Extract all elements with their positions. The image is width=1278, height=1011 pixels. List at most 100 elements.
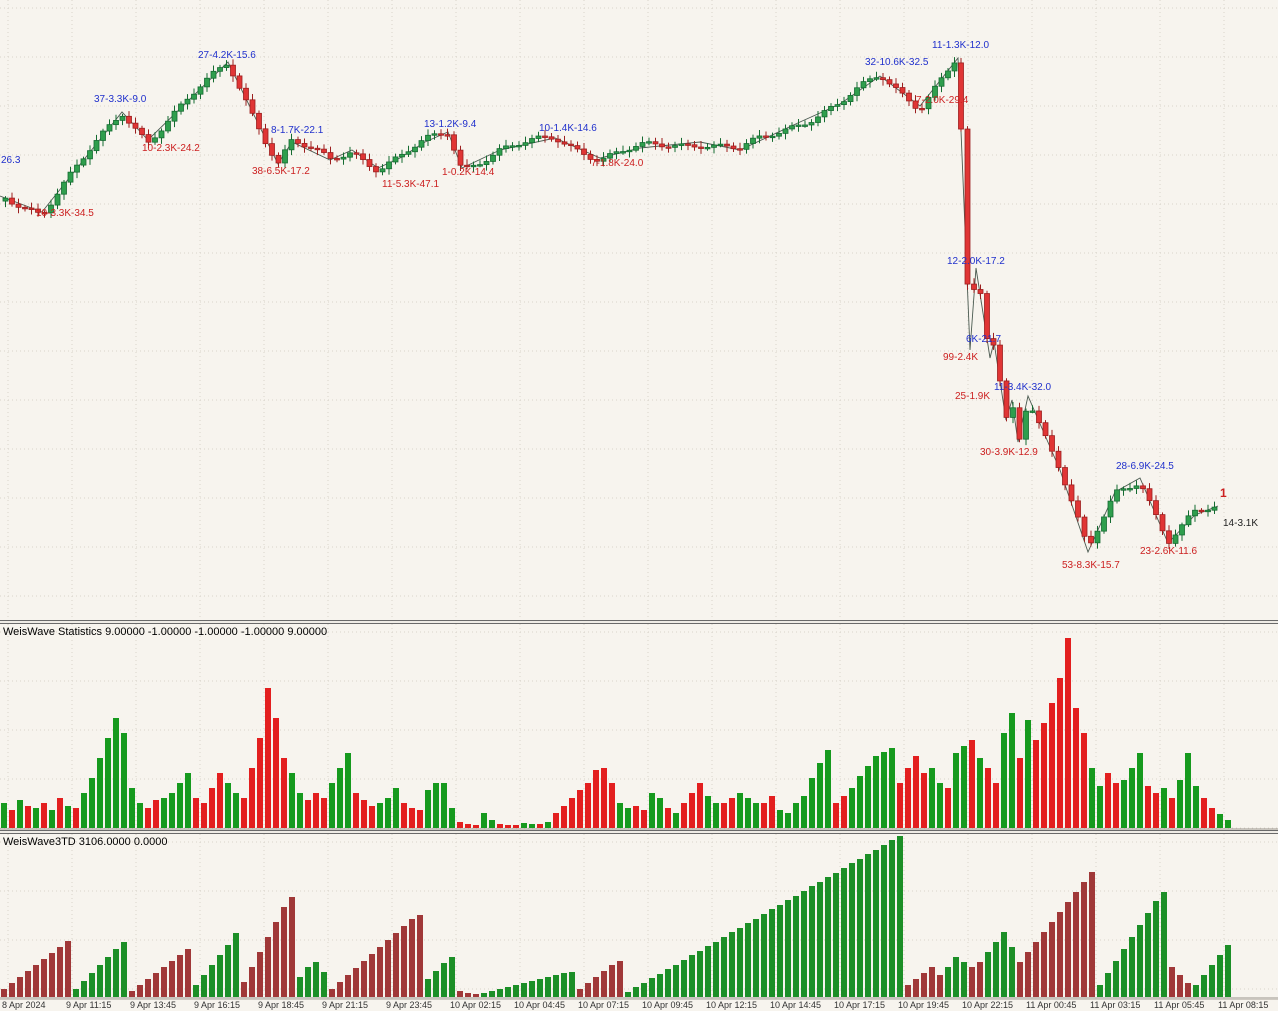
weiswave-statistics-panel[interactable]: WeisWave Statistics 9.00000 -1.00000 -1.… xyxy=(0,624,1278,830)
wave-bar xyxy=(841,868,847,997)
candle-body xyxy=(938,77,945,87)
candle-body xyxy=(912,100,919,109)
wave-bar xyxy=(25,971,31,997)
wave-bar xyxy=(321,972,327,997)
candle-body xyxy=(165,120,171,132)
time-axis-label: 11 Apr 03:15 xyxy=(1090,1000,1141,1010)
wave-bar xyxy=(665,969,671,997)
wave-label: 32-10.6K-32.5 xyxy=(865,57,929,68)
wave-bar xyxy=(433,971,439,997)
wave-bar xyxy=(537,824,543,828)
candle-body xyxy=(789,125,795,130)
wave-bar xyxy=(609,783,615,828)
wave-label: 53-8.3K-15.7 xyxy=(1062,560,1120,571)
wave-bar xyxy=(913,979,919,997)
wave-bar xyxy=(761,803,767,828)
candle-body xyxy=(776,133,782,137)
candle-body xyxy=(210,70,217,79)
panel-separator[interactable] xyxy=(0,830,1278,834)
candle-body xyxy=(392,156,399,163)
candle-body xyxy=(1159,514,1166,532)
candle-body xyxy=(529,138,535,144)
candle-body xyxy=(1023,410,1029,440)
wave-bar xyxy=(305,800,311,828)
wave-bar xyxy=(785,900,791,997)
wave-bar xyxy=(89,973,95,997)
candle-body xyxy=(48,204,54,214)
candle-body xyxy=(750,137,756,144)
candle-body xyxy=(821,110,828,118)
candle-body xyxy=(795,124,802,127)
wave-bar xyxy=(457,991,463,997)
wave-bar xyxy=(1041,723,1047,828)
candle-body xyxy=(360,153,366,160)
wave-label: 1 xyxy=(1220,486,1227,500)
wave-bar xyxy=(617,803,623,828)
candle-body xyxy=(1114,489,1120,502)
candle-body xyxy=(932,85,938,98)
time-axis-label: 9 Apr 11:15 xyxy=(66,1000,112,1010)
wave-bar xyxy=(1025,720,1031,828)
candle-body xyxy=(581,148,587,155)
wave-bar xyxy=(641,810,647,828)
wave-bar xyxy=(217,773,223,828)
candle-body xyxy=(964,128,971,285)
wave-bar xyxy=(681,960,687,997)
wave-bar xyxy=(257,738,263,828)
wave-bar xyxy=(1001,932,1007,997)
wave-bar xyxy=(1209,965,1215,997)
candle-body xyxy=(1042,422,1049,437)
wave-bar xyxy=(1145,913,1151,997)
candle-body xyxy=(178,103,184,112)
candle-body xyxy=(1166,530,1172,544)
wave-bar xyxy=(233,793,239,828)
weiswave-statistics-histogram[interactable] xyxy=(0,624,1278,830)
time-axis-label: 10 Apr 07:15 xyxy=(578,1000,630,1010)
wave-bar xyxy=(281,758,287,828)
wave-bar xyxy=(793,803,799,828)
wave-bar xyxy=(105,738,111,828)
price-chart-panel[interactable]: 26.3 10-3.3K-34.5 37-3.3K-9.0 10-2.3K-24.2 2… xyxy=(0,0,1278,620)
time-axis-label: 8 Apr 2024 xyxy=(2,1000,46,1010)
time-axis-label: 9 Apr 18:45 xyxy=(258,1000,305,1010)
wave-bar xyxy=(945,967,951,997)
wave-bar xyxy=(553,975,559,997)
candle-body xyxy=(366,159,373,167)
wave-bar xyxy=(705,796,711,828)
time-axis-label: 10 Apr 17:15 xyxy=(834,1000,886,1010)
candle-body xyxy=(808,122,815,126)
weiswave3td-histogram[interactable] xyxy=(0,834,1278,999)
candle-body xyxy=(1055,450,1062,468)
wave-bar xyxy=(497,824,503,828)
wave-label: 6K-21.7 xyxy=(966,334,1001,345)
candle-body xyxy=(652,141,659,145)
wave-bar xyxy=(889,840,895,997)
wave-bar xyxy=(385,940,391,997)
wave-bar xyxy=(1089,768,1095,828)
wave-label: 10-2.3K-24.2 xyxy=(142,143,200,154)
panel-separator[interactable] xyxy=(0,620,1278,624)
wave-bar xyxy=(377,947,383,997)
candle-body xyxy=(743,143,750,150)
wave-bar xyxy=(577,790,583,828)
wave-bar xyxy=(721,803,727,828)
candle-body xyxy=(704,146,711,150)
wave-bar xyxy=(921,773,927,828)
wave-bar xyxy=(481,813,487,828)
wave-bar xyxy=(897,836,903,997)
wave-bar xyxy=(49,953,55,997)
candle-body xyxy=(535,135,542,139)
candle-body xyxy=(451,134,457,151)
candle-body xyxy=(379,168,386,173)
wave-bar xyxy=(1153,793,1159,828)
candle-body xyxy=(295,139,301,144)
candlestick-chart[interactable]: 26.3 10-3.3K-34.5 37-3.3K-9.0 10-2.3K-24.2 2… xyxy=(0,0,1278,620)
wave-bar xyxy=(1121,949,1127,997)
wave-bar xyxy=(1073,708,1079,828)
wave-bar xyxy=(329,783,335,828)
wave-bar xyxy=(177,955,183,997)
wave-bar xyxy=(137,803,143,828)
candle-body xyxy=(613,151,620,154)
candle-body xyxy=(516,145,522,148)
weiswave3td-panel[interactable]: WeisWave3TD 3106.0000 0.0000 xyxy=(0,834,1278,999)
